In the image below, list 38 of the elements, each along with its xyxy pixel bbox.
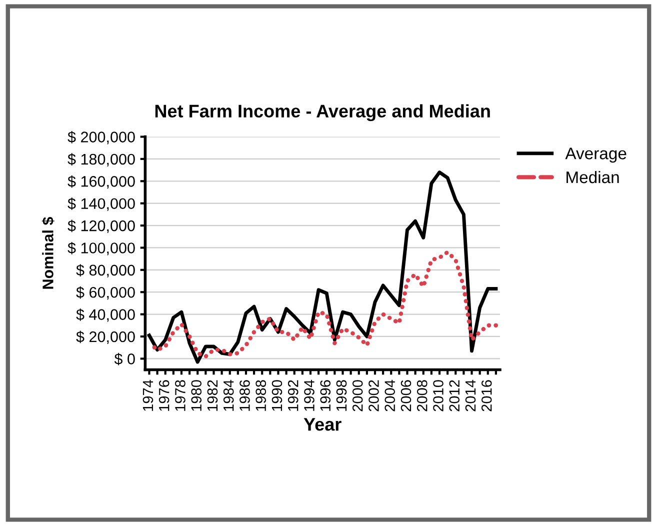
x-tick-label: 2004: [384, 380, 396, 412]
x-tick-label: 1976: [158, 380, 170, 411]
y-tick-label: $ 60,000: [76, 286, 135, 300]
y-tick-label: $ 120,000: [68, 220, 135, 234]
x-tick-label: 1974: [142, 380, 154, 411]
chart-title: Net Farm Income - Average and Median: [155, 104, 490, 122]
x-tick-label: 2012: [449, 380, 460, 412]
x-tick-label: 2006: [400, 380, 412, 412]
y-tick-label: $ 140,000: [68, 198, 135, 211]
y-tick-label: $ 20,000: [76, 330, 135, 344]
y-tick-label: $ 40,000: [76, 308, 135, 322]
x-tick-label: 1992: [288, 380, 298, 411]
y-tick-label: $ 160,000: [68, 175, 135, 189]
x-tick-label: 2010: [433, 380, 444, 412]
y-tick-label: $ 180,000: [68, 153, 135, 166]
x-tick-label: 1984: [223, 380, 234, 411]
x-tick-label: 2002: [368, 380, 379, 412]
y-tick-label: $ 80,000: [76, 264, 135, 278]
x-tick-label: 1990: [272, 380, 282, 411]
x-tick-label: 1982: [207, 380, 218, 411]
legend-label: Median: [566, 170, 619, 184]
x-tick-label: 1980: [191, 380, 202, 411]
x-axis-title: Year: [304, 418, 342, 431]
x-tick-label: 2016: [481, 380, 492, 412]
x-tick-label: 1986: [240, 380, 250, 411]
x-tick-label: 1978: [175, 380, 186, 411]
x-tick-label: 1996: [320, 380, 331, 411]
legend-label: Average: [565, 148, 626, 163]
y-tick-label: $ 200,000: [68, 130, 135, 144]
y-axis-title: Nominal $: [42, 216, 54, 289]
x-tick-label: 1994: [304, 380, 314, 411]
x-tick-label: 2008: [416, 380, 428, 412]
y-tick-label: $ 0: [114, 352, 135, 366]
x-tick-label: 1988: [256, 380, 266, 411]
x-tick-label: 2000: [352, 380, 363, 412]
y-tick-label: $ 100,000: [68, 242, 135, 256]
x-tick-label: 1998: [336, 380, 347, 411]
x-tick-label: 2014: [465, 380, 476, 412]
